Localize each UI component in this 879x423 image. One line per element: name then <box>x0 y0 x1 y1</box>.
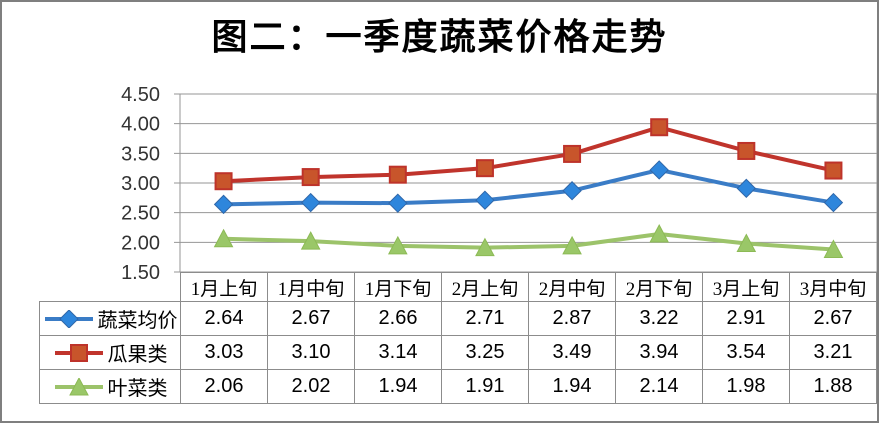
triangle-marker-icon <box>213 228 234 248</box>
value-cell: 2.66 <box>354 301 442 336</box>
value-cell: 3.94 <box>615 335 703 370</box>
value-cell: 2.67 <box>267 301 355 336</box>
value-cell: 3.49 <box>528 335 616 370</box>
legend-key-triangle-icon <box>54 377 103 395</box>
diamond-marker-icon <box>388 193 408 213</box>
value-cell: 1.91 <box>441 369 529 404</box>
table-header-row: 1月上旬 1月中旬 1月下旬 2月上旬 2月中旬 2月下旬 3月上旬 3月中旬 <box>40 272 877 302</box>
y-axis-tick-label: 4.00 <box>121 114 160 136</box>
value-cell: 2.02 <box>267 369 355 404</box>
table-row: 瓜果类 3.03 3.10 3.14 3.25 3.49 3.94 3.54 3.21 <box>39 335 877 370</box>
category-header-cell: 1月上旬 <box>180 272 268 302</box>
value-cell: 2.71 <box>441 301 529 336</box>
square-marker-icon <box>650 118 669 137</box>
series-line-diamond <box>221 167 836 207</box>
series-line-triangle <box>221 232 836 252</box>
category-header-cell: 2月上旬 <box>441 272 529 302</box>
value-cell: 3.10 <box>267 335 355 370</box>
category-header-cell: 3月上旬 <box>702 272 790 302</box>
chart-data-table: 1月上旬 1月中旬 1月下旬 2月上旬 2月中旬 2月下旬 3月上旬 3月中旬 蔬菜均价 2.64… <box>39 272 877 404</box>
category-header-cell: 1月中旬 <box>267 272 355 302</box>
value-cell: 1.94 <box>354 369 442 404</box>
legend-entry: 蔬菜均价 <box>41 304 180 333</box>
triangle-marker-icon <box>562 235 582 255</box>
legend-key-square-icon <box>54 343 103 362</box>
y-axis-tick-label: 3.50 <box>121 143 160 165</box>
series-label-cell: 瓜果类 <box>39 335 181 370</box>
value-cell: 2.06 <box>180 369 268 404</box>
category-header-cell: 2月中旬 <box>528 272 616 302</box>
triangle-marker-icon <box>68 377 89 395</box>
category-header-cell: 1月下旬 <box>354 272 442 302</box>
series-line-square <box>221 125 836 184</box>
value-cell: 1.88 <box>789 369 877 404</box>
value-cell: 1.94 <box>528 369 616 404</box>
square-marker-icon <box>737 141 756 160</box>
value-cell: 3.03 <box>180 335 268 370</box>
diamond-marker-icon <box>300 192 321 213</box>
category-header-cell: 3月中旬 <box>789 272 877 302</box>
diamond-marker-icon <box>823 192 844 213</box>
table-corner-blank-cell <box>40 273 181 302</box>
value-cell: 2.91 <box>702 301 790 336</box>
category-header-cell: 2月下旬 <box>615 272 703 302</box>
value-cell: 3.21 <box>789 335 877 370</box>
y-axis-tick-label: 2.50 <box>121 203 160 225</box>
triangle-marker-icon <box>475 237 495 257</box>
value-cell: 1.98 <box>702 369 790 404</box>
y-axis-tick-label: 4.50 <box>121 84 160 106</box>
value-cell: 2.64 <box>180 301 268 336</box>
legend-entry: 瓜果类 <box>41 338 180 367</box>
square-marker-icon <box>69 343 88 362</box>
square-marker-icon <box>475 159 494 178</box>
diamond-marker-icon <box>475 190 495 210</box>
y-axis-tick-label: 3.00 <box>121 173 160 195</box>
table-row: 叶菜类 2.06 2.02 1.94 1.91 1.94 2.14 1.98 1.88 <box>39 369 877 404</box>
legend-entry: 叶菜类 <box>41 372 180 401</box>
square-marker-icon <box>214 172 233 191</box>
value-cell: 2.87 <box>528 301 616 336</box>
value-cell: 3.54 <box>702 335 790 370</box>
square-marker-icon <box>824 161 843 180</box>
square-marker-icon <box>388 165 407 184</box>
series-name-label: 瓜果类 <box>107 344 168 366</box>
chart-title: 图二：一季度蔬菜价格走势 <box>211 17 668 57</box>
series-name-label: 叶菜类 <box>107 378 168 400</box>
series-label-cell: 蔬菜均价 <box>39 301 181 336</box>
value-cell: 3.14 <box>354 335 442 370</box>
triangle-marker-icon <box>387 235 408 255</box>
legend-key-diamond-icon <box>44 309 93 328</box>
y-axis-tick-label: 2.00 <box>121 232 160 254</box>
value-cell: 3.25 <box>441 335 529 370</box>
diamond-marker-icon <box>736 178 757 199</box>
diamond-marker-icon <box>213 194 234 215</box>
diamond-marker-icon <box>649 160 669 180</box>
diamond-marker-icon <box>562 181 582 201</box>
value-cell: 2.67 <box>789 301 877 336</box>
square-marker-icon <box>563 144 582 163</box>
square-marker-icon <box>301 168 320 187</box>
series-label-cell: 叶菜类 <box>39 369 181 404</box>
table-row: 蔬菜均价 2.64 2.67 2.66 2.71 2.87 3.22 2.91 2.67 <box>39 301 877 336</box>
triangle-marker-icon <box>736 233 757 253</box>
diamond-marker-icon <box>58 309 79 328</box>
value-cell: 3.22 <box>615 301 703 336</box>
value-cell: 2.14 <box>615 369 703 404</box>
triangle-marker-icon <box>823 239 844 258</box>
triangle-marker-icon <box>649 223 670 243</box>
series-name-label: 蔬菜均价 <box>97 310 178 332</box>
triangle-marker-icon <box>300 231 321 250</box>
